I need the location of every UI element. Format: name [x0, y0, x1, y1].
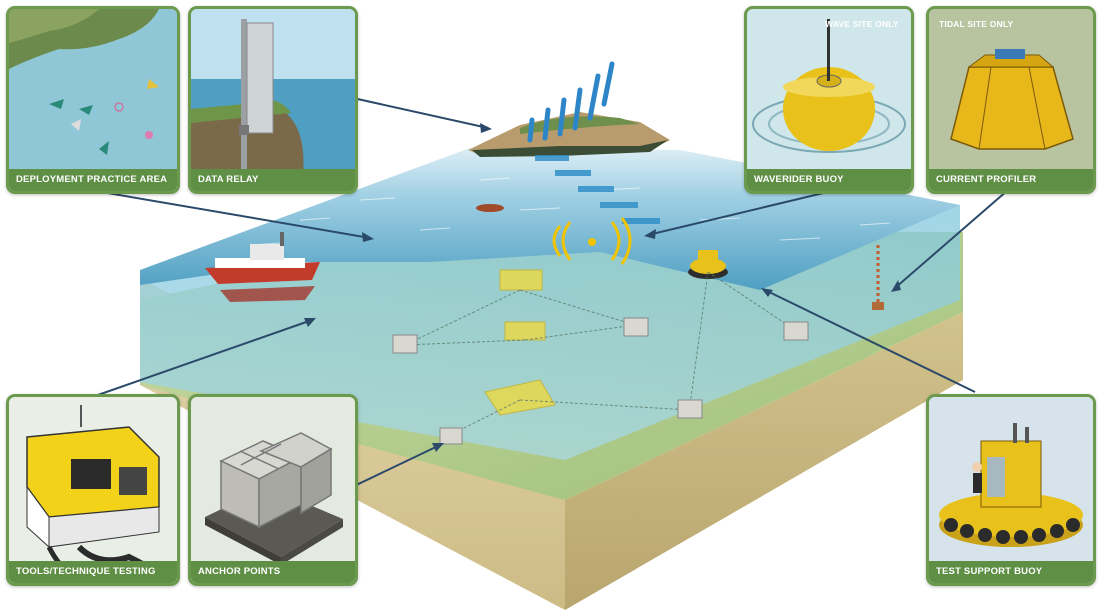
panel-anchor-points: ANCHOR POINTS — [188, 394, 358, 586]
tidal-site-only-tag: TIDAL SITE ONLY — [939, 19, 1014, 29]
support-vessel — [205, 232, 320, 302]
panel-deployment-practice-area: DEPLOYMENT PRACTICE AREA — [6, 6, 180, 194]
rov-illustration — [9, 397, 177, 583]
panel-label: ANCHOR POINTS — [191, 561, 355, 583]
wave-site-only-tag: WAVE SITE ONLY — [825, 19, 899, 29]
panel-label: TEST SUPPORT BUOY — [929, 561, 1093, 583]
data-relay-illustration — [191, 9, 355, 191]
panel-label: TOOLS/TECHNIQUE TESTING — [9, 561, 177, 583]
panel-waverider-buoy: WAVE SITE ONLY WAVERIDER BUOY — [744, 6, 914, 194]
deployment-map-illustration — [9, 9, 177, 191]
panel-label: CURRENT PROFILER — [929, 169, 1093, 191]
anchor-blocks-illustration — [191, 397, 355, 583]
test-support-buoy-illustration — [929, 397, 1093, 583]
panel-label: DATA RELAY — [191, 169, 355, 191]
panel-tools-technique-testing: TOOLS/TECHNIQUE TESTING — [6, 394, 180, 586]
panel-data-relay: DATA RELAY — [188, 6, 358, 194]
panel-label: WAVERIDER BUOY — [747, 169, 911, 191]
waverider-buoy-illustration — [747, 9, 911, 191]
scene-test-buoy — [688, 250, 728, 279]
panel-label: DEPLOYMENT PRACTICE AREA — [9, 169, 177, 191]
current-profiler-illustration — [929, 9, 1093, 191]
block-right-side — [565, 312, 963, 610]
panel-current-profiler: TIDAL SITE ONLY CURRENT PROFILER — [926, 6, 1096, 194]
panel-test-support-buoy: TEST SUPPORT BUOY — [926, 394, 1096, 586]
